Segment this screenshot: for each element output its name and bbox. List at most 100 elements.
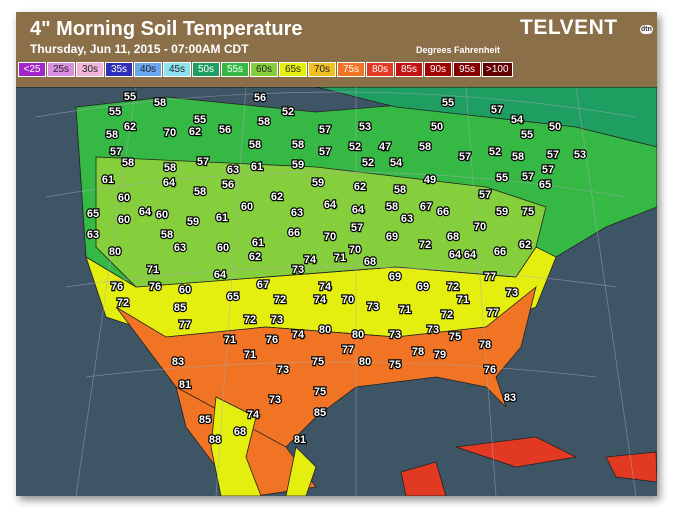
station-value: 70 (342, 294, 354, 306)
station-value: 65 (227, 291, 239, 303)
station-value: 57 (197, 156, 209, 168)
legend-item: 85s (395, 62, 423, 77)
station-value: 61 (102, 174, 114, 186)
legend-item: 50s (192, 62, 220, 77)
station-value: 70 (164, 127, 176, 139)
station-value: 64 (449, 249, 462, 261)
station-value: 63 (174, 242, 186, 254)
legend-item: 25s (47, 62, 75, 77)
station-value: 77 (342, 344, 354, 356)
station-value: 60 (241, 201, 253, 213)
subtitle: Thursday, Jun 11, 2015 - 07:00AM CDT (30, 42, 249, 56)
station-value: 85 (199, 414, 211, 426)
station-value: 57 (547, 149, 559, 161)
station-value: 74 (319, 281, 332, 293)
legend-item: 35s (105, 62, 133, 77)
legend-item: 55s (221, 62, 249, 77)
station-value: 56 (254, 92, 266, 104)
station-value: 62 (354, 181, 366, 193)
station-value: 73 (367, 301, 379, 313)
station-value: 64 (139, 206, 152, 218)
station-value: 73 (269, 394, 281, 406)
station-value: 63 (401, 213, 413, 225)
station-value: 59 (496, 206, 508, 218)
station-value: 71 (334, 252, 346, 264)
station-value: 53 (574, 149, 586, 161)
station-value: 55 (496, 172, 508, 184)
station-value: 58 (249, 139, 261, 151)
station-value: 75 (389, 359, 401, 371)
station-value: 76 (111, 281, 123, 293)
station-value: 58 (194, 186, 206, 198)
station-value: 68 (447, 231, 459, 243)
station-value: 62 (189, 126, 201, 138)
station-value: 80 (359, 356, 371, 368)
station-value: 71 (147, 264, 159, 276)
station-value: 63 (227, 164, 239, 176)
station-value: 58 (258, 116, 270, 128)
station-value: 68 (234, 426, 246, 438)
station-value: 57 (542, 164, 554, 176)
legend-item: 60s (250, 62, 278, 77)
station-value: 61 (216, 212, 228, 224)
station-value: 75 (312, 356, 324, 368)
station-value: 58 (164, 162, 176, 174)
station-value: 58 (292, 139, 304, 151)
station-value: 64 (214, 269, 227, 281)
brand-mark: dtn (640, 25, 653, 34)
station-value: 65 (539, 179, 551, 191)
station-value: 77 (487, 307, 499, 319)
station-value: 74 (247, 409, 260, 421)
station-value: 74 (292, 329, 305, 341)
station-value: 55 (521, 129, 533, 141)
station-value: 67 (257, 279, 269, 291)
station-value: 78 (479, 339, 491, 351)
station-value: 77 (484, 271, 496, 283)
station-value: 57 (459, 151, 471, 163)
legend-item: 30s (76, 62, 104, 77)
station-value: 55 (109, 106, 121, 118)
station-value: 76 (149, 281, 161, 293)
station-value: 58 (106, 129, 118, 141)
station-value: 59 (292, 159, 304, 171)
legend-item: 90s (424, 62, 452, 77)
station-value: 71 (457, 294, 469, 306)
station-value: 72 (447, 281, 459, 293)
station-value: 74 (304, 254, 317, 266)
station-value: 73 (389, 329, 401, 341)
station-value: 83 (504, 392, 516, 404)
station-value: 58 (122, 157, 134, 169)
station-value: 50 (549, 121, 561, 133)
station-value: 57 (522, 171, 534, 183)
station-value: 60 (118, 192, 130, 204)
station-value: 62 (271, 191, 283, 203)
legend-item: 80s (366, 62, 394, 77)
legend-item: 70s (308, 62, 336, 77)
station-value: 69 (389, 271, 401, 283)
station-value: 52 (489, 146, 501, 158)
station-value: 58 (386, 201, 398, 213)
station-value: 57 (479, 189, 491, 201)
station-value: 66 (494, 246, 506, 258)
station-value: 57 (319, 124, 331, 136)
station-value: 64 (324, 199, 337, 211)
station-value: 58 (512, 151, 524, 163)
station-value: 59 (187, 216, 199, 228)
grid (35, 87, 637, 496)
station-value: 85 (314, 407, 326, 419)
station-value: 62 (249, 251, 261, 263)
station-value: 59 (312, 177, 324, 189)
brand: TELVENT (520, 16, 618, 39)
station-value: 77 (179, 319, 191, 331)
station-value: 75 (522, 206, 534, 218)
station-value: 64 (464, 249, 477, 261)
station-value: 66 (437, 206, 449, 218)
station-value: 58 (394, 184, 406, 196)
legend: <25 25s 30s 35s 40s 45s 50s 55s 60s 65s 70s 75s 80s 8… (18, 62, 513, 77)
station-value: 64 (163, 177, 176, 189)
station-value: 62 (519, 239, 531, 251)
station-value: 60 (179, 284, 191, 296)
legend-item: 65s (279, 62, 307, 77)
station-value: 73 (271, 314, 283, 326)
